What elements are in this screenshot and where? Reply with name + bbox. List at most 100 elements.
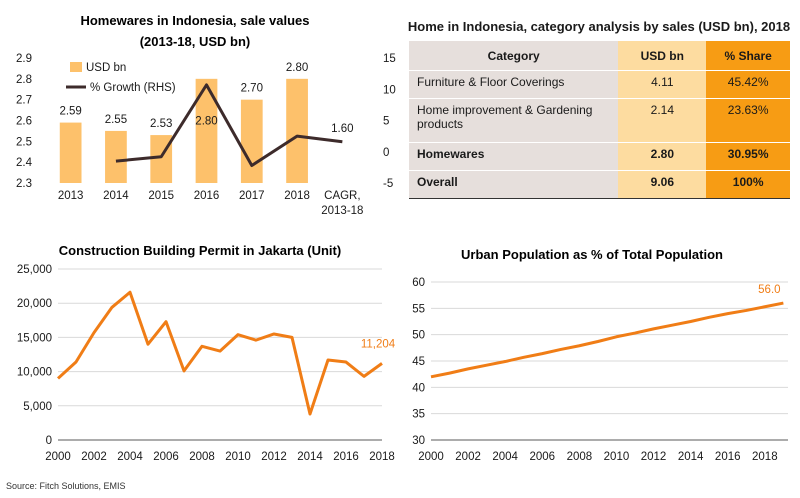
bar bbox=[59, 122, 82, 183]
row-share: 45.42% bbox=[706, 70, 790, 99]
y-tick-label: 10,000 bbox=[17, 367, 52, 379]
x-tick-label: 2006 bbox=[529, 451, 555, 463]
data-label: 2.55 bbox=[105, 114, 127, 126]
x-tick-label: 2014 bbox=[103, 190, 129, 202]
bar bbox=[286, 78, 308, 183]
data-label: 1.60 bbox=[331, 123, 353, 135]
table-title: Home in Indonesia, category analysis by … bbox=[407, 19, 791, 34]
row-share: 100% bbox=[706, 170, 790, 199]
x-tick-label: 2016 bbox=[333, 451, 359, 463]
y2-tick-label: 5 bbox=[383, 116, 389, 128]
y-tick-label: 55 bbox=[412, 303, 425, 315]
end-value-label: 11,204 bbox=[361, 338, 396, 350]
row-share: 30.95% bbox=[706, 142, 790, 171]
x-tick-label: 2000 bbox=[418, 451, 444, 463]
y-tick-label: 5,000 bbox=[23, 401, 52, 413]
row-share: 23.63% bbox=[706, 98, 790, 143]
x-tick-label: 2017 bbox=[239, 190, 265, 202]
y-tick-label: 2.9 bbox=[16, 53, 32, 65]
row-category: Overall bbox=[409, 170, 619, 199]
header-category: Category bbox=[409, 41, 619, 71]
x-tick-label: 2008 bbox=[567, 451, 593, 463]
row-usd: 4.11 bbox=[618, 70, 707, 99]
bar bbox=[240, 99, 263, 183]
y-tick-label: 2.6 bbox=[16, 116, 32, 128]
x-tick-label: 2002 bbox=[455, 451, 481, 463]
y-tick-label: 2.3 bbox=[16, 178, 32, 190]
x-tick-label: 2015 bbox=[148, 190, 174, 202]
y-tick-label: 2.4 bbox=[16, 157, 33, 169]
table-row: Home improvement & Gardening products 2.… bbox=[409, 98, 790, 143]
table-header: Category USD bn % Share bbox=[409, 41, 790, 71]
source-note: Source: Fitch Solutions, EMIS bbox=[6, 481, 126, 491]
y2-tick-label: -5 bbox=[383, 178, 393, 190]
end-value-label: 56.0 bbox=[758, 284, 780, 296]
table-row: Furniture & Floor Coverings 4.11 45.42% bbox=[409, 70, 790, 99]
y2-tick-label: 15 bbox=[383, 53, 396, 65]
y-tick-label: 0 bbox=[46, 435, 52, 447]
row-category: Home improvement & Gardening products bbox=[409, 98, 619, 143]
x-tick-label: 2000 bbox=[45, 451, 71, 463]
legend-bar-swatch bbox=[70, 62, 82, 72]
bar bbox=[195, 78, 218, 183]
data-label: 2.80 bbox=[286, 62, 308, 74]
x-tick-label: 2004 bbox=[117, 451, 143, 463]
y-tick-label: 30 bbox=[412, 435, 425, 447]
data-label: 2.53 bbox=[150, 118, 172, 130]
y-tick-label: 25,000 bbox=[17, 264, 52, 276]
y-tick-label: 35 bbox=[412, 409, 425, 421]
data-label: 2.70 bbox=[241, 83, 263, 95]
data-label: 2.80 bbox=[195, 116, 217, 128]
row-category: Homewares bbox=[409, 142, 619, 171]
x-tick-label: 2014 bbox=[678, 451, 704, 463]
header-share: % Share bbox=[706, 41, 790, 71]
x-tick-label: 2018 bbox=[284, 190, 310, 202]
row-usd: 9.06 bbox=[618, 170, 707, 199]
y-tick-label: 2.5 bbox=[16, 136, 32, 148]
x-tick-label: 2010 bbox=[225, 451, 251, 463]
x-tick-label: 2016 bbox=[194, 190, 220, 202]
x-tick-label: 2018 bbox=[369, 451, 395, 463]
x-tick-label: 2018 bbox=[752, 451, 778, 463]
x-tick-label: 2012 bbox=[641, 451, 667, 463]
series-line bbox=[430, 301, 784, 379]
header-usd: USD bn bbox=[618, 41, 707, 71]
x-tick-label: 2013-18 bbox=[321, 205, 363, 217]
x-tick-label: 2002 bbox=[81, 451, 107, 463]
building-permit-chart: Construction Building Permit in Jakarta … bbox=[17, 243, 396, 463]
y-tick-label: 2.7 bbox=[16, 95, 32, 107]
y-tick-label: 50 bbox=[412, 330, 425, 342]
y-tick-label: 40 bbox=[412, 382, 425, 394]
row-category: Furniture & Floor Coverings bbox=[409, 70, 619, 99]
x-tick-label: 2004 bbox=[492, 451, 518, 463]
x-tick-label: 2014 bbox=[297, 451, 323, 463]
y-tick-label: 60 bbox=[412, 277, 425, 289]
urban-population-chart: Urban Population as % of Total Populatio… bbox=[412, 247, 788, 463]
legend-bar-label: USD bn bbox=[86, 62, 126, 74]
growth-line bbox=[115, 83, 343, 167]
homewares-chart: Homewares in Indonesia, sale values (201… bbox=[16, 13, 396, 217]
y-tick-label: 2.8 bbox=[16, 74, 32, 86]
x-tick-label: CAGR, bbox=[324, 190, 360, 202]
y-tick-label: 45 bbox=[412, 356, 425, 368]
bar bbox=[105, 130, 127, 183]
table-row: Overall 9.06 100% bbox=[409, 170, 790, 199]
x-tick-label: 2008 bbox=[189, 451, 215, 463]
y-tick-label: 20,000 bbox=[17, 298, 52, 310]
legend-line-label: % Growth (RHS) bbox=[90, 82, 176, 94]
chart-title: Homewares in Indonesia, sale values bbox=[80, 13, 309, 28]
chart-title: Construction Building Permit in Jakarta … bbox=[59, 243, 341, 258]
table-row: Homewares 2.80 30.95% bbox=[409, 142, 790, 171]
y2-tick-label: 10 bbox=[383, 84, 396, 96]
row-usd: 2.80 bbox=[618, 142, 707, 171]
y2-tick-label: 0 bbox=[383, 147, 389, 159]
series-line bbox=[56, 290, 383, 416]
chart-subtitle: (2013-18, USD bn) bbox=[140, 34, 251, 49]
category-table: Category USD bn % Share Furniture & Floo… bbox=[409, 41, 790, 199]
row-usd: 2.14 bbox=[618, 98, 707, 143]
data-label: 2.59 bbox=[59, 106, 81, 118]
x-tick-label: 2016 bbox=[715, 451, 741, 463]
x-tick-label: 2006 bbox=[153, 451, 179, 463]
x-tick-label: 2012 bbox=[261, 451, 287, 463]
chart-title: Urban Population as % of Total Populatio… bbox=[461, 247, 723, 262]
